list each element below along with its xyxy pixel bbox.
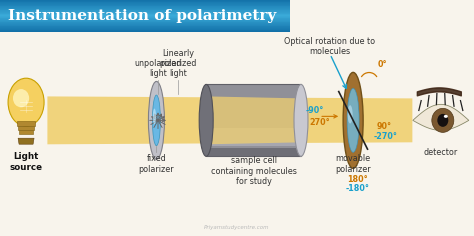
Polygon shape xyxy=(18,138,34,144)
Text: Priyamstudycentre.com: Priyamstudycentre.com xyxy=(204,225,270,230)
Text: 0°: 0° xyxy=(377,60,387,69)
Ellipse shape xyxy=(13,89,29,107)
Bar xyxy=(0,0,290,1)
Bar xyxy=(0,4,290,5)
Bar xyxy=(0,18,290,19)
Text: -90°: -90° xyxy=(305,106,323,115)
Bar xyxy=(0,29,290,30)
Bar xyxy=(0,25,290,26)
Text: -270°: -270° xyxy=(373,132,397,141)
Ellipse shape xyxy=(432,108,454,132)
Bar xyxy=(0,22,290,23)
Bar xyxy=(18,126,34,130)
Bar xyxy=(0,14,290,15)
Ellipse shape xyxy=(8,78,44,126)
Bar xyxy=(0,3,290,4)
Ellipse shape xyxy=(199,84,213,156)
Bar xyxy=(0,9,290,10)
Text: Linearly
polarized
light: Linearly polarized light xyxy=(160,49,197,78)
Bar xyxy=(0,13,290,14)
Bar xyxy=(0,20,290,21)
Bar xyxy=(0,16,290,17)
Bar xyxy=(206,127,301,146)
Ellipse shape xyxy=(444,115,448,118)
Text: unpolarized
light: unpolarized light xyxy=(134,59,182,78)
Ellipse shape xyxy=(153,95,160,146)
Bar xyxy=(0,28,290,29)
Text: sample cell
containing molecules
for study: sample cell containing molecules for stu… xyxy=(210,156,297,186)
Bar xyxy=(0,17,290,18)
Ellipse shape xyxy=(347,105,353,123)
Bar xyxy=(0,2,290,3)
Bar xyxy=(0,12,290,13)
Bar xyxy=(0,31,290,32)
Bar xyxy=(0,19,290,20)
Ellipse shape xyxy=(343,72,363,168)
Text: 180°: 180° xyxy=(347,175,367,184)
Ellipse shape xyxy=(148,81,164,159)
Bar xyxy=(19,130,33,134)
Polygon shape xyxy=(413,104,469,130)
Bar xyxy=(0,27,290,28)
Bar xyxy=(0,6,290,7)
Bar xyxy=(0,26,290,27)
Text: Optical rotation due to
molecules: Optical rotation due to molecules xyxy=(284,37,375,56)
Ellipse shape xyxy=(294,84,308,156)
Text: 270°: 270° xyxy=(309,118,330,127)
Text: fixed
polarizer: fixed polarizer xyxy=(138,154,174,174)
Ellipse shape xyxy=(153,109,156,124)
Polygon shape xyxy=(206,96,301,144)
Bar xyxy=(0,7,290,8)
Bar xyxy=(0,30,290,31)
Bar xyxy=(206,148,301,156)
Bar xyxy=(0,8,290,9)
Bar xyxy=(0,15,290,16)
Bar xyxy=(0,23,290,24)
Ellipse shape xyxy=(438,114,448,127)
Bar xyxy=(0,24,290,25)
Bar xyxy=(0,10,290,11)
Ellipse shape xyxy=(347,88,359,152)
Text: -180°: -180° xyxy=(345,184,369,193)
Text: Light
source: Light source xyxy=(9,152,43,172)
Bar xyxy=(206,84,301,156)
Bar xyxy=(0,5,290,6)
Polygon shape xyxy=(47,96,412,144)
Bar xyxy=(0,11,290,12)
Bar xyxy=(0,1,290,2)
Bar xyxy=(0,21,290,22)
Bar xyxy=(17,121,35,126)
Text: detector: detector xyxy=(424,148,458,157)
Text: Instrumentation of polarimetry: Instrumentation of polarimetry xyxy=(8,9,276,23)
Text: movable
polarizer: movable polarizer xyxy=(335,154,371,174)
Text: 90°: 90° xyxy=(376,122,391,131)
